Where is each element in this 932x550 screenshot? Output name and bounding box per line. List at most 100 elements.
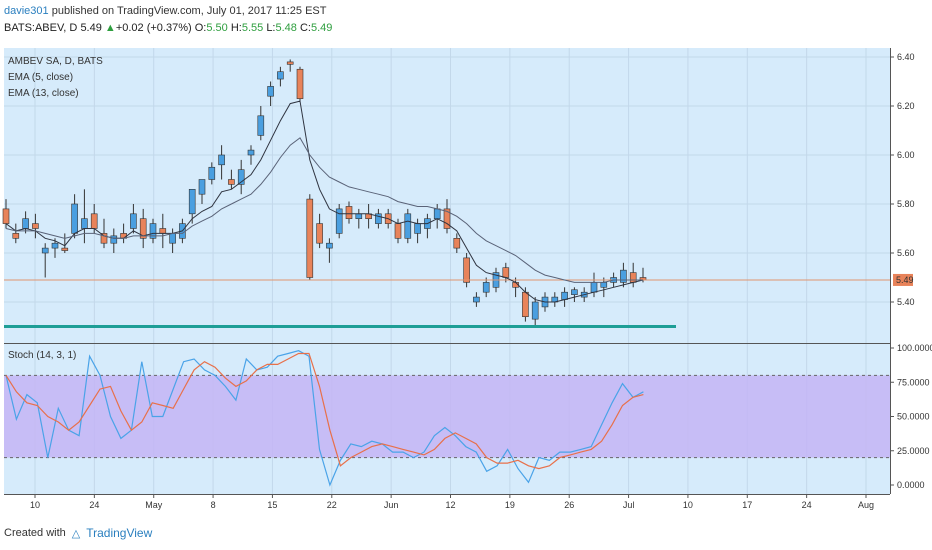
price-pane[interactable] bbox=[4, 48, 890, 343]
candle-body bbox=[228, 179, 235, 185]
author-link[interactable]: davie301 bbox=[4, 5, 49, 17]
candle-body bbox=[522, 291, 529, 318]
time-tick-label: 17 bbox=[742, 500, 752, 510]
legend-ema5[interactable]: EMA (5, close) bbox=[8, 72, 73, 83]
candle-body bbox=[81, 218, 88, 229]
time-tick-label: 8 bbox=[211, 500, 216, 510]
candles bbox=[2, 59, 647, 327]
price-tick-label: 6.20 bbox=[897, 101, 915, 111]
price-axis[interactable]: 6.40 6.20 6.00 5.80 5.60 5.40 100.0000 75.0000 5… bbox=[890, 52, 932, 490]
price-change: +0.02 (+0.37%) bbox=[115, 22, 192, 34]
candle-body bbox=[414, 223, 421, 234]
time-tick-label: May bbox=[145, 500, 163, 510]
indicator-lines bbox=[4, 100, 890, 328]
candle-body bbox=[198, 179, 206, 195]
time-tick-label: 15 bbox=[267, 500, 277, 510]
candle-body bbox=[139, 218, 147, 239]
low-label: L: bbox=[266, 22, 276, 34]
price-badge-label: 5.49 bbox=[896, 275, 914, 285]
candle-body bbox=[90, 213, 98, 229]
time-tick-label: 24 bbox=[89, 500, 99, 510]
time-tick-label: 12 bbox=[445, 500, 455, 510]
candle-body bbox=[100, 233, 108, 244]
price-tick-label: 5.60 bbox=[897, 248, 915, 258]
candle-body bbox=[247, 149, 255, 156]
candle-body bbox=[237, 169, 245, 185]
time-tick-label: 19 bbox=[505, 500, 515, 510]
candle-body bbox=[306, 198, 314, 278]
close-value: 5.49 bbox=[310, 22, 333, 34]
close-label: C: bbox=[299, 22, 311, 34]
time-axis[interactable]: 10 24 May 8 15 22 Jun 12 19 26 Jul 10 17 24 Aug bbox=[30, 494, 874, 510]
time-tick-label: Jun bbox=[384, 500, 399, 510]
candle-body bbox=[463, 257, 470, 283]
candle-body bbox=[326, 242, 333, 249]
legend-ema13[interactable]: EMA (13, close) bbox=[8, 88, 79, 99]
open-label: O: bbox=[194, 22, 207, 34]
price-tick-label: 6.00 bbox=[897, 150, 915, 160]
legend-stoch[interactable]: Stoch (14, 3, 1) bbox=[8, 350, 76, 361]
ohlc-header: BATS:ABEV, D 5.49 ▲+0.02 (+0.37%) O:5.50… bbox=[4, 22, 332, 34]
symbol: BATS:ABEV, D bbox=[4, 22, 78, 34]
candle-body bbox=[394, 223, 402, 239]
low-value: 5.48 bbox=[275, 22, 297, 34]
stoch-tick-label: 75.0000 bbox=[897, 377, 930, 387]
time-tick-label: Aug bbox=[858, 500, 874, 510]
stoch-tick-label: 0.0000 bbox=[897, 480, 925, 490]
candle-body bbox=[473, 296, 480, 303]
candle-body bbox=[316, 223, 323, 244]
stoch-d-line bbox=[5, 352, 644, 470]
candle-body bbox=[188, 189, 196, 215]
candle-body bbox=[149, 223, 157, 239]
candle-body bbox=[2, 208, 10, 224]
candle-body bbox=[277, 71, 284, 80]
candle-body bbox=[404, 213, 412, 239]
up-arrow-icon: ▲ bbox=[104, 22, 116, 34]
candle-body bbox=[41, 247, 49, 254]
candle-body bbox=[61, 247, 69, 251]
candle-body bbox=[169, 233, 176, 244]
stoch-lines bbox=[5, 350, 644, 487]
candle-body bbox=[620, 269, 627, 283]
candle-body bbox=[296, 68, 304, 99]
candle-body bbox=[267, 86, 274, 97]
publish-info: davie301 published on TradingView.com, J… bbox=[4, 5, 327, 17]
last-price: 5.49 bbox=[80, 22, 102, 34]
high-value: 5.55 bbox=[241, 22, 264, 34]
time-tick-label: 10 bbox=[30, 500, 40, 510]
candle-body bbox=[502, 267, 510, 278]
created-with-label: Created with bbox=[4, 527, 66, 539]
stoch-band bbox=[4, 375, 890, 458]
price-tick-label: 6.40 bbox=[897, 52, 915, 62]
candle-body bbox=[335, 208, 343, 234]
high-label: H: bbox=[230, 22, 242, 34]
time-tick-label: 26 bbox=[564, 500, 574, 510]
open-value: 5.50 bbox=[206, 22, 228, 34]
candle-body bbox=[433, 208, 441, 219]
candle-body bbox=[110, 235, 118, 244]
published-text: published on TradingView.com, July 01, 2… bbox=[51, 5, 327, 17]
legend-title[interactable]: AMBEV SA, D, BATS bbox=[8, 56, 103, 67]
candle-body bbox=[629, 272, 637, 283]
candle-body bbox=[531, 301, 539, 320]
candle-body bbox=[218, 154, 225, 166]
candle-body bbox=[12, 233, 20, 239]
candle-body bbox=[561, 291, 568, 300]
tradingview-link[interactable]: TradingView bbox=[86, 526, 153, 540]
candle-body bbox=[453, 238, 461, 249]
time-tick-label: 24 bbox=[802, 500, 812, 510]
candle-body bbox=[590, 282, 598, 293]
time-tick-label: Jul bbox=[623, 500, 635, 510]
ema13-line bbox=[5, 137, 643, 283]
price-tick-label: 5.80 bbox=[897, 199, 915, 209]
candle-body bbox=[375, 213, 382, 224]
footer: Created with △ TradingView bbox=[4, 526, 152, 540]
stoch-tick-label: 25.0000 bbox=[897, 446, 930, 456]
candle-body bbox=[482, 282, 490, 293]
candle-body bbox=[130, 213, 137, 229]
candle-body bbox=[355, 213, 363, 220]
candle-body bbox=[443, 208, 451, 229]
candle-body bbox=[286, 61, 294, 65]
grid bbox=[4, 48, 890, 494]
